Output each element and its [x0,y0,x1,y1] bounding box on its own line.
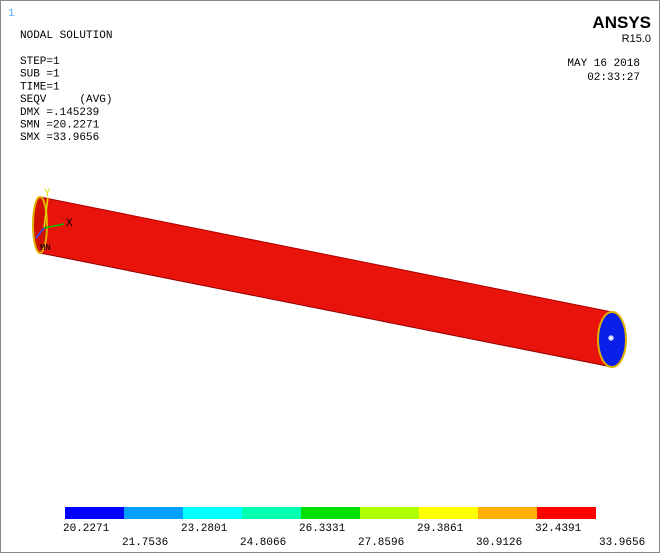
triad-y: Y [44,188,51,200]
triad-x: X [66,218,73,230]
brand-name: ANSYS [592,13,651,32]
header-line: SMN =20.2271 [20,120,100,132]
legend-label: 32.4391 [535,523,582,535]
header-line: TIME=1 [20,81,60,93]
header-line: DMX =.145239 [20,107,99,119]
legend-label: 30.9126 [476,537,522,549]
header-line: STEP=1 [20,56,60,68]
legend-swatch [124,507,183,519]
release: R15.0 [622,33,651,45]
legend-label: 26.3331 [299,523,346,535]
legend-swatch [183,507,242,519]
legend-label: 23.2801 [181,523,228,535]
time: 02:33:27 [587,72,640,84]
legend-label: 20.2271 [63,523,110,535]
legend-swatch [419,507,478,519]
page: {"window_number": "1", "header": {"title… [0,0,660,553]
header-line: SEQV (AVG) [20,94,112,106]
legend-label: 29.3861 [417,523,464,535]
window-number: 1 [8,8,15,20]
legend-swatch [360,507,419,519]
legend-swatch [65,507,124,519]
legend-swatch [242,507,301,519]
legend-label: 27.8596 [358,537,404,549]
header-line: SMX =33.9656 [20,132,99,144]
legend-swatch [537,507,596,519]
header-line: SUB =1 [20,69,60,81]
plot-title: NODAL SOLUTION [20,30,112,42]
legend-label: 24.8066 [240,537,286,549]
legend-swatch [478,507,537,519]
legend-label: 21.7536 [122,537,168,549]
ansys-graphics-window: 1 NODAL SOLUTION STEP=1SUB =1TIME=1SEQV … [0,0,660,553]
legend-swatch [301,507,360,519]
legend-label: 33.9656 [599,537,645,549]
min-label: MN [40,243,51,253]
date: MAY 16 2018 [567,58,640,70]
